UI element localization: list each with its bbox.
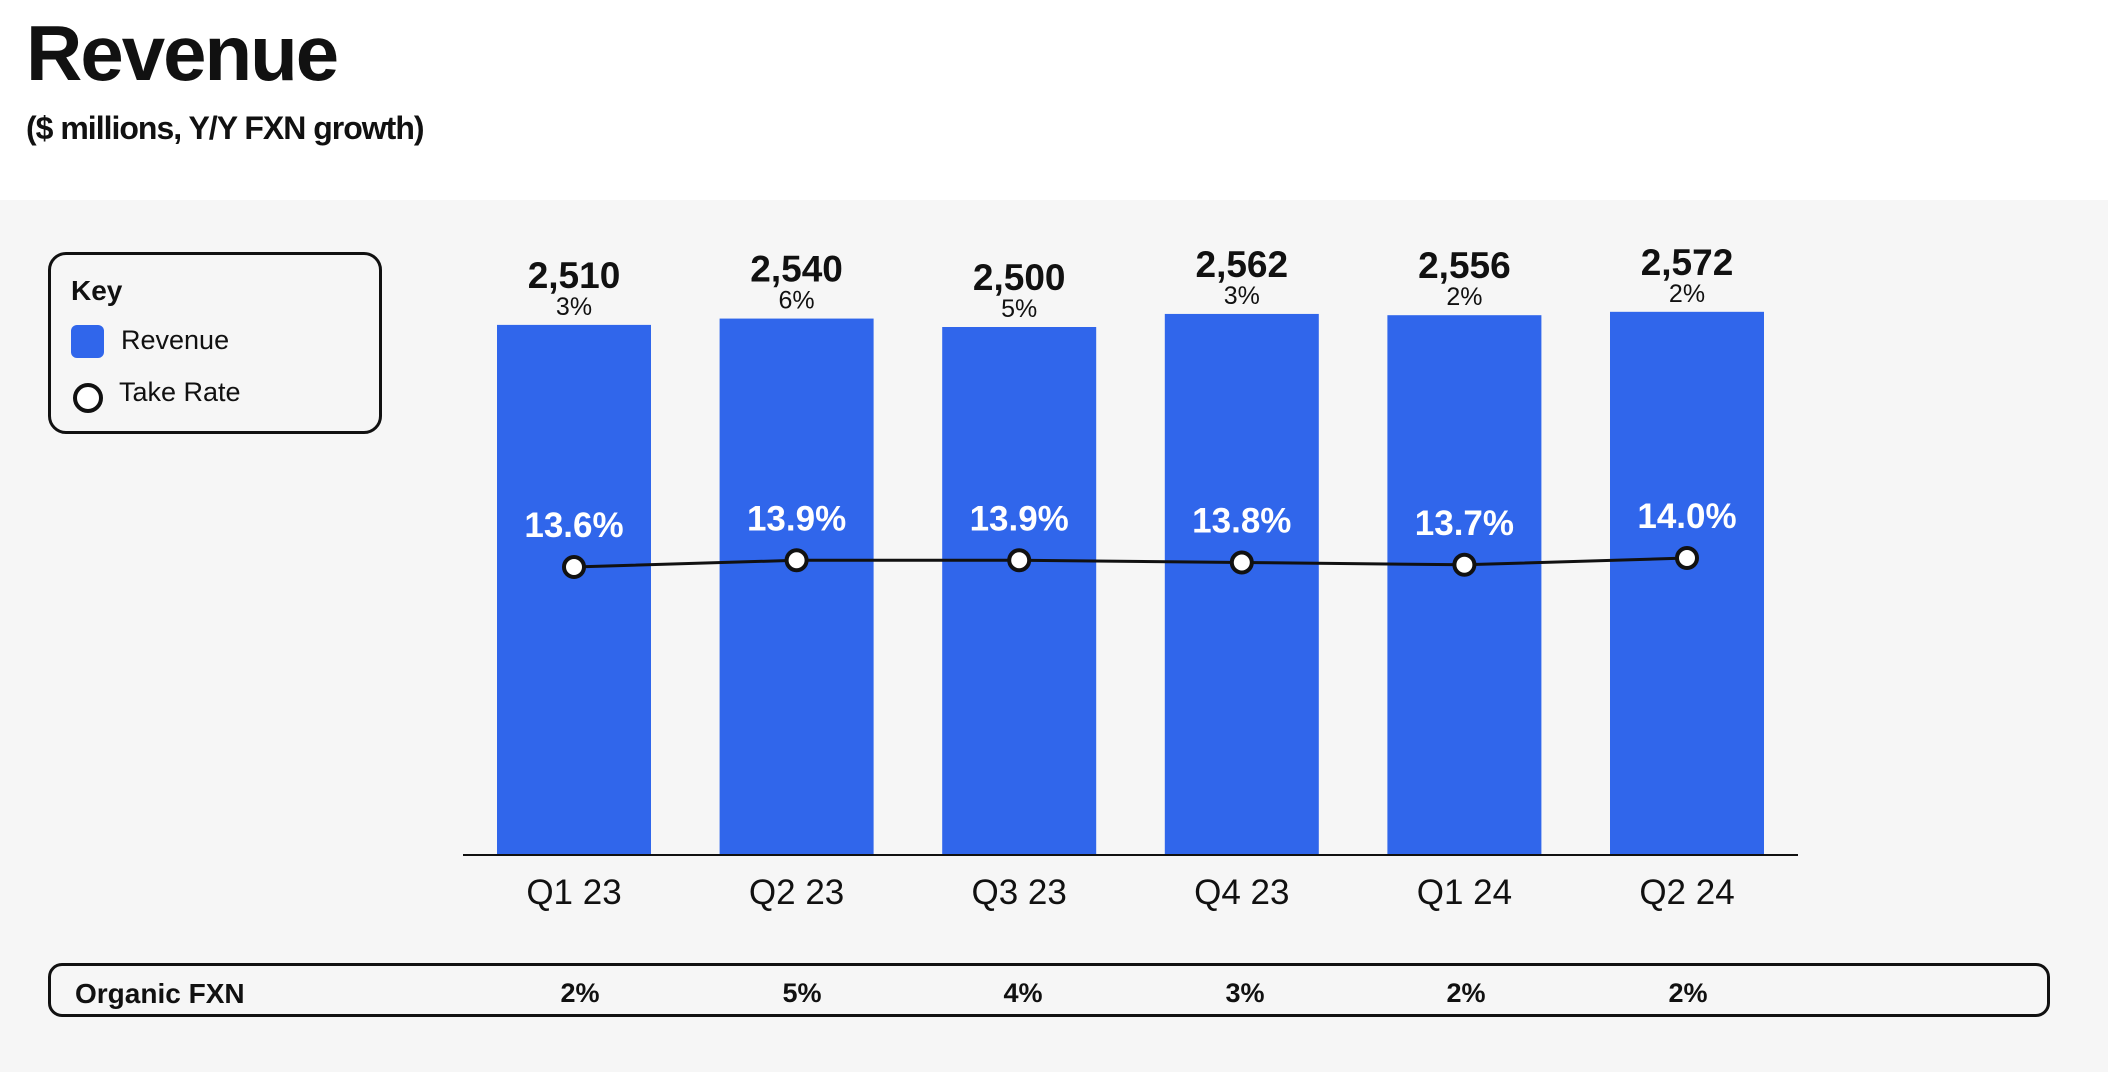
revenue-bar (1387, 315, 1542, 854)
revenue-growth-label: 5% (1001, 295, 1037, 323)
x-tick-label: Q2 23 (749, 873, 844, 912)
circle-marker-icon (73, 383, 103, 413)
revenue-growth-label: 3% (1224, 282, 1260, 310)
legend-label-revenue: Revenue (121, 325, 230, 355)
revenue-growth-label: 2% (1669, 280, 1705, 308)
revenue-growth-label: 3% (556, 293, 592, 321)
x-tick-label: Q1 24 (1417, 873, 1512, 912)
take-rate-point (1675, 546, 1699, 570)
take-rate-label: 13.7% (1415, 504, 1514, 543)
take-rate-point (562, 555, 586, 579)
header: Revenue ($ millions, Y/Y FXN growth) (0, 0, 2108, 200)
organic-fxn-value: 2% (1446, 978, 1486, 1008)
organic-fxn-value: 3% (1225, 978, 1265, 1008)
take-rate-point (1007, 548, 1032, 573)
revenue-bar (497, 324, 651, 855)
take-rate-point (1452, 552, 1477, 577)
take-rate-label: 14.0% (1637, 497, 1736, 536)
take-rate-label: 13.9% (747, 499, 846, 538)
take-rate-point (784, 548, 809, 573)
organic-fxn-value: 5% (782, 978, 822, 1008)
organic-fxn-value: 2% (560, 978, 600, 1008)
revenue-value-label: 2,510 (528, 255, 621, 296)
take-rate-point (1229, 550, 1254, 575)
page-title: Revenue (26, 9, 339, 97)
take-rate-label: 13.6% (524, 506, 623, 545)
take-rate-line (573, 556, 1688, 569)
organic-fxn-row: Organic FXN 2% 5% 4% 3% 2% 2% (48, 963, 2050, 1017)
revenue-value-label: 2,562 (1196, 244, 1289, 285)
revenue-value-label: 2,556 (1418, 245, 1511, 286)
square-swatch-icon (71, 325, 104, 358)
revenue-growth-label: 2% (1446, 283, 1482, 311)
take-rate-label: 13.9% (970, 499, 1069, 538)
revenue-value-label: 2,540 (750, 249, 843, 290)
x-tick-label: Q4 23 (1194, 873, 1289, 912)
legend-title: Key (71, 275, 123, 306)
revenue-bar (942, 327, 1097, 854)
revenue-bar (719, 318, 874, 854)
organic-fxn-value: 4% (1003, 978, 1043, 1008)
x-tick-label: Q1 23 (526, 873, 621, 912)
x-tick-label: Q3 23 (972, 873, 1067, 912)
revenue-bar (1610, 311, 1764, 854)
revenue-bar (1164, 313, 1319, 854)
legend-label-take-rate: Take Rate (119, 377, 241, 407)
legend: Key Revenue Take Rate (48, 252, 382, 434)
page-subtitle: ($ millions, Y/Y FXN growth) (26, 110, 425, 146)
revenue-value-label: 2,572 (1641, 242, 1734, 283)
revenue-growth-label: 6% (779, 287, 815, 315)
take-rate-label: 13.8% (1192, 502, 1291, 541)
x-tick-label: Q2 24 (1639, 873, 1734, 912)
organic-fxn-value: 2% (1668, 978, 1708, 1008)
organic-fxn-label: Organic FXN (75, 978, 245, 1009)
revenue-value-label: 2,500 (973, 257, 1066, 298)
